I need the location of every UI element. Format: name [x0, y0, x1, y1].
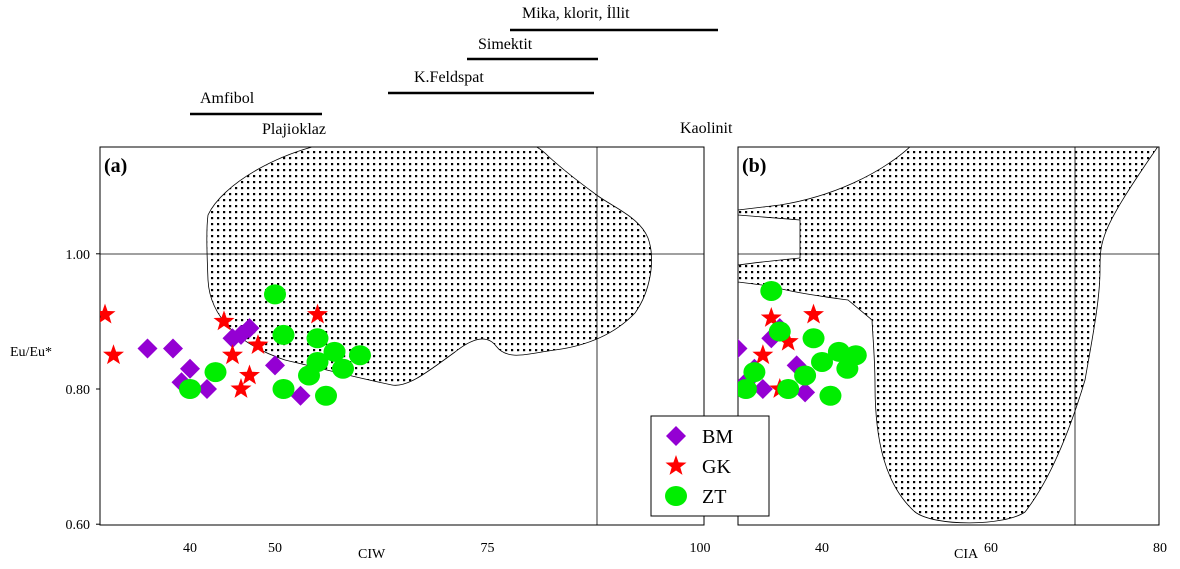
point-bm [711, 338, 731, 358]
point-bm [265, 355, 285, 376]
panel-b-stippled-field [738, 147, 1159, 524]
legend: BM GK ZT [650, 415, 770, 517]
panel-a-marks [100, 284, 371, 406]
range-label-kfeldspat: K.Feldspat [414, 69, 484, 86]
point-zt [323, 341, 346, 362]
point-zt [819, 385, 842, 406]
point-zt [306, 328, 329, 349]
panel-b-xtick-label: 40 [815, 541, 829, 556]
ytick-label: 0.80 [66, 383, 91, 398]
point-gk [213, 310, 235, 331]
point-zt [315, 385, 337, 406]
point-gk [752, 344, 774, 365]
panel-a-frame [99, 146, 705, 526]
point-bm [752, 379, 773, 399]
point-gk [760, 307, 782, 327]
point-zt [272, 379, 295, 399]
point-zt [179, 379, 201, 399]
point-bm [290, 385, 311, 406]
point-zt [802, 328, 825, 349]
point-zt [332, 358, 354, 379]
point-gk [230, 378, 252, 398]
point-zt [777, 379, 800, 399]
point-bm [239, 318, 260, 339]
point-gk [777, 330, 799, 351]
point-zt [743, 362, 766, 383]
top-label-kaolinit: Kaolinit [680, 120, 733, 137]
panel-b-frame [737, 146, 1160, 526]
legend-marker-zt [665, 486, 687, 506]
panel-a-ylabel: Eu/Eu* [10, 345, 52, 360]
point-bm [738, 338, 748, 358]
panel-b-xlabel: CIA [954, 547, 979, 562]
point-bm [137, 338, 158, 359]
range-label-mika: Mika, klorit, İllit [522, 4, 630, 22]
legend-label-zt: ZT [702, 486, 726, 508]
tick-labels: 0.60 0.80 1.00 40 50 75 100 40 60 80 [66, 248, 1168, 556]
legend-label-bm: BM [702, 426, 733, 448]
legend-marker-gk [665, 455, 687, 475]
point-gk [803, 303, 824, 324]
range-label-plajioklaz: Plajioklaz [262, 121, 326, 138]
ytick-label: 1.00 [66, 248, 91, 263]
point-bm [197, 379, 217, 399]
point-gk [222, 344, 243, 365]
point-bm [180, 358, 200, 379]
point-zt [204, 362, 227, 383]
point-zt [827, 341, 850, 362]
range-label-amfibol: Amfibol [200, 90, 255, 107]
panel-a-xtick-label: 40 [183, 541, 197, 556]
point-gk [239, 364, 260, 385]
point-zt [768, 321, 791, 342]
point-zt [844, 345, 867, 366]
point-zt [306, 351, 329, 372]
range-label-simektit: Simektit [478, 36, 533, 53]
point-zt [811, 351, 833, 372]
panel-b-xtick-label: 80 [1153, 541, 1167, 556]
legend-label-gk: GK [702, 456, 731, 478]
point-bm [795, 382, 816, 403]
panel-b-label: (b) [742, 155, 766, 177]
point-gk [668, 304, 689, 324]
panel-b-xtick-label: 60 [984, 541, 998, 556]
panel-a-xtick-label: 50 [268, 541, 282, 556]
point-gk [247, 334, 269, 354]
point-bm [163, 338, 183, 359]
panel-b-marks [668, 280, 867, 406]
ytick-label: 0.60 [66, 518, 91, 533]
point-zt [272, 324, 295, 345]
panel-a-stippled-field [206, 147, 652, 386]
legend-marker-bm [666, 426, 686, 446]
panel-a-label: (a) [104, 155, 127, 177]
point-gk [307, 303, 328, 324]
panel-a-xtick-label: 75 [481, 541, 495, 556]
point-zt [738, 379, 757, 399]
point-zt [794, 365, 817, 386]
panel-a-xtick-label: 100 [690, 541, 711, 556]
point-gk [100, 303, 116, 324]
point-zt [349, 345, 371, 366]
point-zt [760, 280, 783, 301]
point-gk [103, 344, 124, 365]
panel-a-xlabel: CIW [358, 547, 386, 562]
point-zt [264, 284, 286, 305]
